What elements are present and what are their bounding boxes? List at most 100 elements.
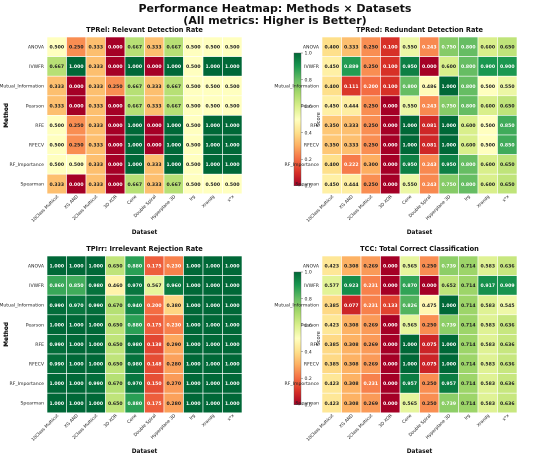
cell-value-label: 1.000	[127, 143, 142, 149]
column-tick-label: 10Class Multicut	[305, 194, 335, 224]
cell-value-label: 0.175	[147, 264, 162, 270]
cell-value-label: 0.650	[108, 401, 123, 407]
cell-value-label: 0.800	[461, 182, 476, 188]
cell-value-label: 0.308	[344, 401, 359, 407]
row-tick-label: Spearman	[21, 182, 45, 188]
cell-value-label: 0.970	[127, 381, 142, 387]
cell-value-label: 0.000	[383, 342, 398, 348]
cell-value-label: 0.500	[186, 162, 201, 168]
cell-value-label: 1.000	[186, 283, 201, 289]
cell-value-label: 0.333	[88, 45, 103, 51]
cell-value-label: 0.308	[344, 381, 359, 387]
cell-value-label: 0.000	[383, 162, 398, 168]
cell-value-label: 1.000	[127, 162, 142, 168]
cell-value-label: 0.000	[108, 143, 123, 149]
cell-value-label: 1.000	[205, 64, 220, 70]
cell-value-label: 0.269	[363, 362, 378, 368]
cell-value-label: 0.500	[225, 45, 240, 51]
cell-value-label: 0.714	[461, 303, 476, 309]
cell-value-label: 0.826	[402, 303, 417, 309]
cell-value-label: 1.000	[441, 84, 456, 90]
cell-value-label: 0.500	[205, 45, 220, 51]
x-axis-label: Dataset	[132, 449, 158, 455]
cell-value-label: 0.667	[166, 182, 181, 188]
cell-value-label: 0.565	[402, 264, 417, 270]
cell-value-label: 0.667	[49, 64, 64, 70]
colorbar-tick-label: 0.6	[305, 104, 312, 110]
cell-value-label: 1.000	[441, 303, 456, 309]
row-tick-label: RF_Importance	[10, 162, 45, 168]
column-tick-label: Irg	[463, 194, 472, 203]
cell-value-label: 0.000	[383, 401, 398, 407]
cell-value-label: 0.880	[127, 401, 142, 407]
column-tick-label: x*x	[226, 413, 236, 423]
cell-value-label: 1.000	[205, 162, 220, 168]
cell-value-label: 1.000	[402, 143, 417, 149]
cell-value-label: 0.450	[324, 103, 339, 109]
cell-value-label: 1.000	[186, 342, 201, 348]
cell-value-label: 0.333	[88, 143, 103, 149]
row-tick-label: Pearson	[301, 103, 319, 109]
cell-value-label: 0.444	[344, 182, 359, 188]
cell-value-label: 0.500	[186, 143, 201, 149]
cell-value-label: 0.500	[480, 84, 495, 90]
y-axis-label: Method	[4, 103, 10, 128]
colorbar-tick-label: 0.0	[305, 184, 312, 190]
cell-value-label: 0.333	[88, 162, 103, 168]
cell-value-label: 0.000	[383, 182, 398, 188]
cell-value-label: 1.000	[205, 401, 220, 407]
cell-value-label: 0.714	[461, 381, 476, 387]
heatmap-panel-3: TPIrr: Irrelevant Rejection Rate 1.000 1.0…	[0, 245, 322, 455]
cell-value-label: 0.000	[422, 64, 437, 70]
cell-value-label: 0.308	[344, 264, 359, 270]
cell-value-label: 1.000	[225, 381, 240, 387]
cell-value-label: 0.231	[363, 381, 378, 387]
row-tick-label: IVWFR	[29, 283, 45, 289]
cell-value-label: 0.250	[69, 123, 84, 129]
cell-value-label: 1.000	[186, 322, 201, 328]
cell-value-label: 0.500	[186, 64, 201, 70]
cell-value-label: 0.333	[344, 45, 359, 51]
cell-value-label: 0.333	[147, 162, 162, 168]
cell-value-label: 0.000	[383, 381, 398, 387]
cell-value-label: 1.000	[49, 381, 64, 387]
cell-value-label: 1.000	[69, 64, 84, 70]
cell-value-label: 1.000	[441, 143, 456, 149]
cell-value-label: 0.423	[324, 322, 339, 328]
cell-value-label: 0.333	[88, 64, 103, 70]
cell-value-label: 0.000	[69, 84, 84, 90]
cell-value-label: 0.250	[422, 401, 437, 407]
cell-value-label: 0.850	[500, 143, 515, 149]
column-tick-label: 3D XOR	[103, 413, 119, 429]
cell-value-label: 0.565	[402, 401, 417, 407]
cell-value-label: 0.545	[500, 303, 515, 309]
row-tick-label: RFECV	[29, 362, 45, 368]
cell-value-label: 0.333	[344, 143, 359, 149]
cell-value-label: 0.600	[461, 123, 476, 129]
cell-value-label: 1.000	[402, 123, 417, 129]
cell-value-label: 1.000	[88, 342, 103, 348]
cell-value-label: 0.670	[108, 303, 123, 309]
cell-value-label: 1.000	[69, 381, 84, 387]
cell-value-label: 0.231	[363, 303, 378, 309]
cell-value-label: 0.650	[500, 45, 515, 51]
cell-value-label: 0.650	[500, 103, 515, 109]
column-tick-label: XG AND	[63, 413, 80, 430]
cell-value-label: 0.667	[166, 103, 181, 109]
cell-value-label: 0.250	[422, 264, 437, 270]
heatmap-panel-1: TPRel: Relevant Detection Rate 0.500 0.250…	[0, 26, 322, 236]
colorbar	[293, 52, 302, 187]
cell-value-label: 0.350	[324, 143, 339, 149]
cell-value-label: 1.000	[166, 64, 181, 70]
colorbar-tick-label: 0.8	[305, 296, 312, 302]
cell-value-label: 0.081	[422, 123, 437, 129]
cell-value-label: 0.600	[480, 162, 495, 168]
cell-value-label: 0.333	[49, 84, 64, 90]
row-tick-label: RFE	[35, 342, 44, 348]
cell-value-label: 0.000	[383, 143, 398, 149]
cell-value-label: 0.800	[461, 64, 476, 70]
cell-value-label: 0.460	[108, 283, 123, 289]
cell-value-label: 0.650	[108, 322, 123, 328]
cell-value-label: 0.714	[461, 264, 476, 270]
cell-value-label: 0.423	[324, 264, 339, 270]
